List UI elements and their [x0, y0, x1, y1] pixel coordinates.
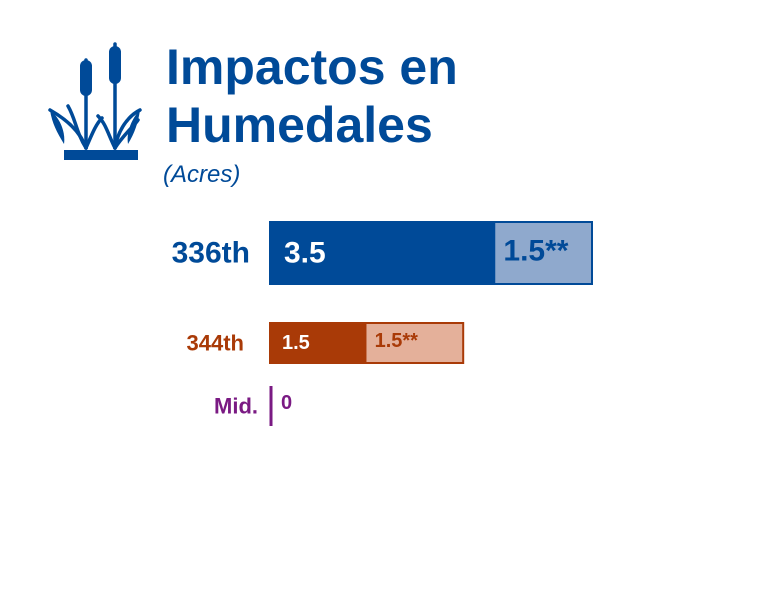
chart-subtitle: (Acres) — [163, 161, 241, 188]
title-line-1: Impactos en — [166, 39, 458, 95]
bar-value-label: 1.5 — [282, 332, 310, 354]
cattail-reeds-icon — [48, 42, 142, 160]
title-line-2: Humedales — [166, 97, 433, 153]
chart-title: Impactos en Humedales — [166, 38, 458, 154]
bar-value-label: 0 — [281, 392, 292, 414]
category-label: 336th — [172, 237, 250, 270]
bar-segment-secondary — [366, 323, 464, 363]
category-label: 344th — [187, 331, 244, 356]
bar-value-label: 3.5 — [284, 237, 326, 270]
bar-segment-main — [270, 222, 496, 284]
bar-segment-secondary — [495, 222, 592, 284]
bar-outline — [269, 322, 465, 364]
bar-outline — [269, 221, 593, 285]
bar-value-label: 1.5** — [503, 235, 568, 268]
category-label: Mid. — [214, 394, 258, 419]
bar-value-label: 1.5** — [375, 330, 419, 352]
bar-segment-main — [270, 323, 367, 363]
